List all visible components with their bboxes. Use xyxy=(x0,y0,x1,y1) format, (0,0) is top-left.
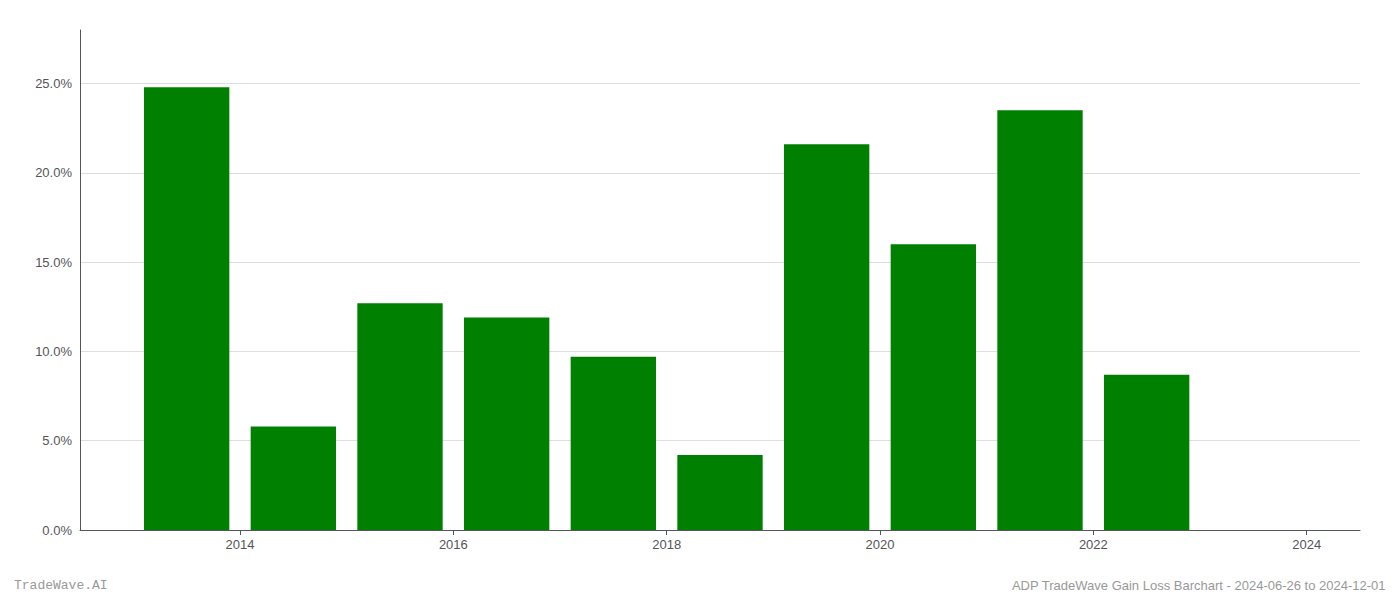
svg-text:0.0%: 0.0% xyxy=(42,523,72,538)
svg-text:2016: 2016 xyxy=(439,537,468,552)
svg-text:20.0%: 20.0% xyxy=(35,165,72,180)
svg-text:2022: 2022 xyxy=(1079,537,1108,552)
svg-text:ADP TradeWave Gain Loss Barcha: ADP TradeWave Gain Loss Barchart - 2024-… xyxy=(1012,578,1386,593)
svg-text:5.0%: 5.0% xyxy=(42,433,72,448)
svg-text:10.0%: 10.0% xyxy=(35,344,72,359)
svg-text:TradeWave.AI: TradeWave.AI xyxy=(14,578,108,593)
svg-text:15.0%: 15.0% xyxy=(35,255,72,270)
svg-text:25.0%: 25.0% xyxy=(35,76,72,91)
svg-text:2020: 2020 xyxy=(866,537,895,552)
svg-text:2024: 2024 xyxy=(1292,537,1321,552)
svg-text:2014: 2014 xyxy=(226,537,255,552)
svg-text:2018: 2018 xyxy=(652,537,681,552)
